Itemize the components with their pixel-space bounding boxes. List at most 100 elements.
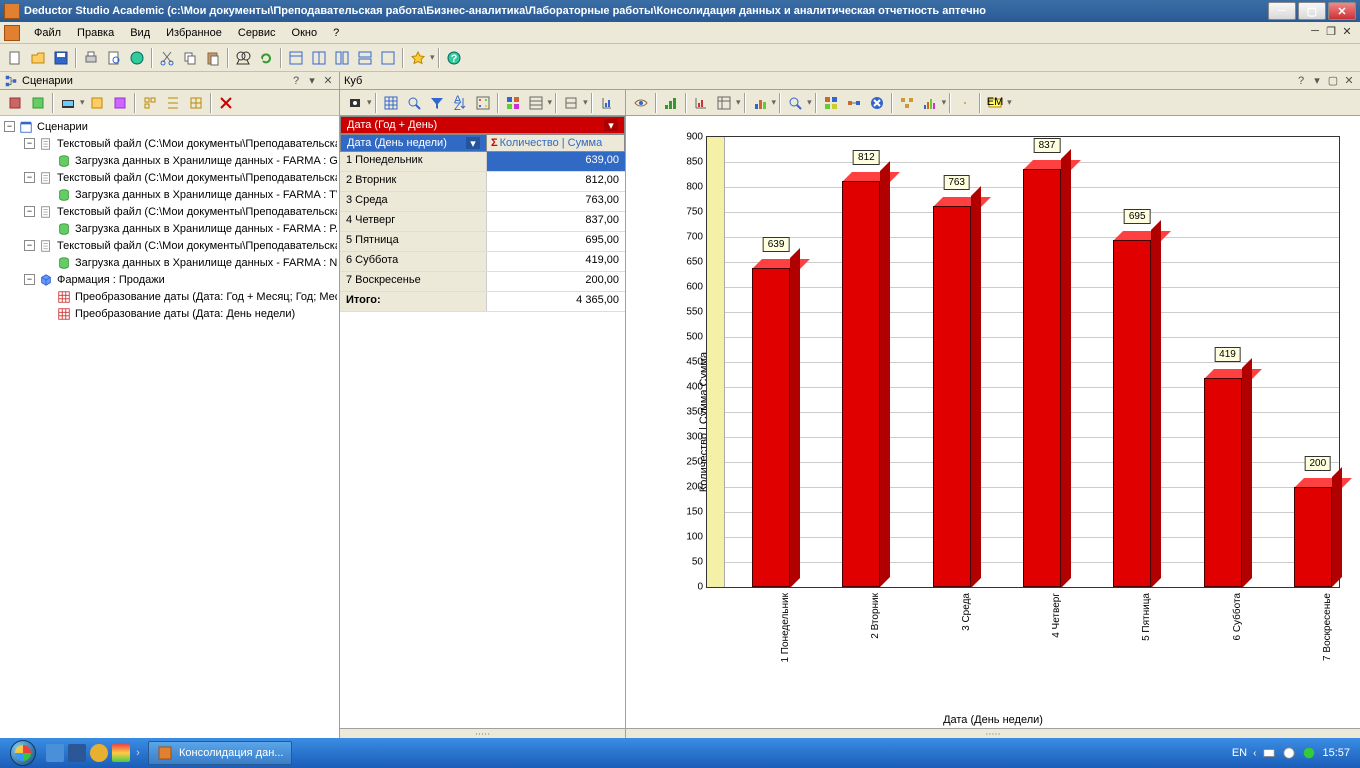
tray-icon[interactable] xyxy=(1302,746,1316,760)
tree-node[interactable]: Загрузка данных в Хранилище данных - FAR… xyxy=(2,220,337,237)
panel-help-button[interactable]: ? xyxy=(289,74,303,88)
cut-button[interactable] xyxy=(156,47,178,69)
ch-btn8[interactable] xyxy=(843,92,865,114)
ch-zoom-button[interactable] xyxy=(784,92,806,114)
expand-icon[interactable]: − xyxy=(24,172,35,183)
sc-btn7[interactable] xyxy=(162,92,184,114)
tray-expand[interactable]: ‹ xyxy=(1253,748,1256,759)
ch-btn9[interactable] xyxy=(866,92,888,114)
tree-node[interactable]: Загрузка данных в Хранилище данных - FAR… xyxy=(2,186,337,203)
menu-item[interactable]: ? xyxy=(325,25,347,41)
web-button[interactable] xyxy=(126,47,148,69)
ct-btn2[interactable] xyxy=(380,92,402,114)
open-button[interactable] xyxy=(27,47,49,69)
measure-header[interactable]: Σ Количество | Сумма xyxy=(487,134,625,152)
panel-menu-button[interactable]: ▾ xyxy=(305,74,319,88)
ct-btn10[interactable] xyxy=(596,92,618,114)
ct-zoom-button[interactable] xyxy=(403,92,425,114)
tree-node[interactable]: −Текстовый файл (C:\Мои документы\Препод… xyxy=(2,237,337,254)
ct-btn9[interactable] xyxy=(560,92,582,114)
table-row[interactable]: 7 Воскресенье200,00 xyxy=(340,272,625,292)
tb-layout3-button[interactable] xyxy=(331,47,353,69)
new-button[interactable] xyxy=(4,47,26,69)
tray-icon[interactable] xyxy=(1262,746,1276,760)
cube-max-button[interactable]: ▢ xyxy=(1326,74,1340,88)
ch-btn10[interactable] xyxy=(896,92,918,114)
menu-item[interactable]: Окно xyxy=(284,25,326,41)
ct-btn1[interactable] xyxy=(344,92,366,114)
tb-layout1-button[interactable] xyxy=(285,47,307,69)
start-button[interactable] xyxy=(4,738,42,768)
dim-rows-header[interactable]: Дата (Год + День) ▾ xyxy=(340,116,625,134)
menu-item[interactable]: Правка xyxy=(69,25,122,41)
copy-button[interactable] xyxy=(179,47,201,69)
ch-btn11[interactable] xyxy=(919,92,941,114)
sc-btn8[interactable] xyxy=(185,92,207,114)
find-button[interactable] xyxy=(232,47,254,69)
table-row[interactable]: 4 Четверг837,00 xyxy=(340,212,625,232)
expand-icon[interactable]: − xyxy=(24,240,35,251)
tree-node[interactable]: Преобразование даты (Дата: Год + Месяц; … xyxy=(2,288,337,305)
table-row[interactable]: 6 Суббота419,00 xyxy=(340,252,625,272)
ct-filter-button[interactable] xyxy=(426,92,448,114)
preview-button[interactable] xyxy=(103,47,125,69)
sc-btn5[interactable] xyxy=(109,92,131,114)
expand-icon[interactable]: − xyxy=(24,206,35,217)
quicklaunch-icon[interactable] xyxy=(112,744,130,762)
tree-root[interactable]: − Сценарии xyxy=(2,118,337,135)
ch-btn3[interactable] xyxy=(690,92,712,114)
ct-sort-button[interactable]: AZ xyxy=(449,92,471,114)
ct-btn6[interactable] xyxy=(472,92,494,114)
ch-type-button[interactable] xyxy=(749,92,771,114)
sc-btn6[interactable] xyxy=(139,92,161,114)
favorite-button[interactable] xyxy=(407,47,429,69)
ch-btn4[interactable] xyxy=(713,92,735,114)
tb-layout2-button[interactable] xyxy=(308,47,330,69)
quicklaunch-more[interactable]: › xyxy=(134,743,142,763)
menu-item[interactable]: Файл xyxy=(26,25,69,41)
chart-splitter-handle[interactable]: ∙∙∙∙∙ xyxy=(626,728,1360,738)
mdi-minimize-button[interactable]: ─ xyxy=(1308,24,1322,38)
quicklaunch-icon[interactable] xyxy=(90,744,108,762)
scenarios-tree[interactable]: − Сценарии −Текстовый файл (C:\Мои докум… xyxy=(0,116,339,738)
minimize-button[interactable]: ─ xyxy=(1268,2,1296,20)
table-row[interactable]: 3 Среда763,00 xyxy=(340,192,625,212)
table-row[interactable]: 1 Понедельник639,00 xyxy=(340,152,625,172)
panel-close-button[interactable]: ✕ xyxy=(321,74,335,88)
quicklaunch-icon[interactable] xyxy=(68,744,86,762)
cube-close-button[interactable]: ✕ xyxy=(1342,74,1356,88)
menu-item[interactable]: Сервис xyxy=(230,25,284,41)
sc-btn3[interactable] xyxy=(57,92,79,114)
chevron-down-icon[interactable]: ▾ xyxy=(466,137,480,149)
ch-btn2[interactable] xyxy=(660,92,682,114)
maximize-button[interactable]: ▢ xyxy=(1298,2,1326,20)
chevron-down-icon[interactable]: ▾ xyxy=(604,119,618,131)
tree-node[interactable]: −Текстовый файл (C:\Мои документы\Препод… xyxy=(2,169,337,186)
tray-clock[interactable]: 15:57 xyxy=(1322,747,1350,759)
taskbar-task[interactable]: Консолидация дан... xyxy=(148,741,292,765)
refresh-button[interactable] xyxy=(255,47,277,69)
mdi-restore-button[interactable]: ❐ xyxy=(1324,24,1338,38)
save-button[interactable] xyxy=(50,47,72,69)
tree-node[interactable]: Преобразование даты (Дата: День недели) xyxy=(2,305,337,322)
help-button[interactable]: ? xyxy=(443,47,465,69)
print-button[interactable] xyxy=(80,47,102,69)
tree-node[interactable]: −Фармация : Продажи xyxy=(2,271,337,288)
tree-node[interactable]: −Текстовый файл (C:\Мои документы\Препод… xyxy=(2,135,337,152)
tb-layout5-button[interactable] xyxy=(377,47,399,69)
mdi-close-button[interactable]: ✕ xyxy=(1340,24,1354,38)
close-button[interactable]: ✕ xyxy=(1328,2,1356,20)
ch-btn12[interactable] xyxy=(954,92,976,114)
ct-btn8[interactable] xyxy=(525,92,547,114)
cube-help-button[interactable]: ? xyxy=(1294,74,1308,88)
tree-node[interactable]: Загрузка данных в Хранилище данных - FAR… xyxy=(2,254,337,271)
menu-item[interactable]: Вид xyxy=(122,25,158,41)
sc-btn1[interactable] xyxy=(4,92,26,114)
cube-menu-button[interactable]: ▾ xyxy=(1310,74,1324,88)
ch-btn7[interactable] xyxy=(820,92,842,114)
dim-cols-header[interactable]: Дата (День недели) ▾ xyxy=(340,134,487,152)
expand-icon[interactable]: − xyxy=(24,274,35,285)
tray-lang[interactable]: EN xyxy=(1232,747,1247,759)
paste-button[interactable] xyxy=(202,47,224,69)
tree-node[interactable]: Загрузка данных в Хранилище данных - FAR… xyxy=(2,152,337,169)
